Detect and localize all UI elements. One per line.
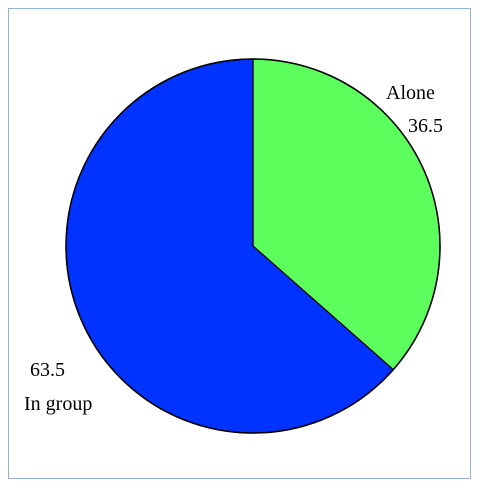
slice-label-in-group: In group (24, 393, 92, 415)
slice-label-alone: Alone (386, 82, 435, 104)
pie-outline (65, 58, 441, 434)
slice-value-in-group: 63.5 (30, 359, 65, 381)
slice-value-alone: 36.5 (408, 115, 443, 137)
pie-slices (65, 58, 441, 434)
